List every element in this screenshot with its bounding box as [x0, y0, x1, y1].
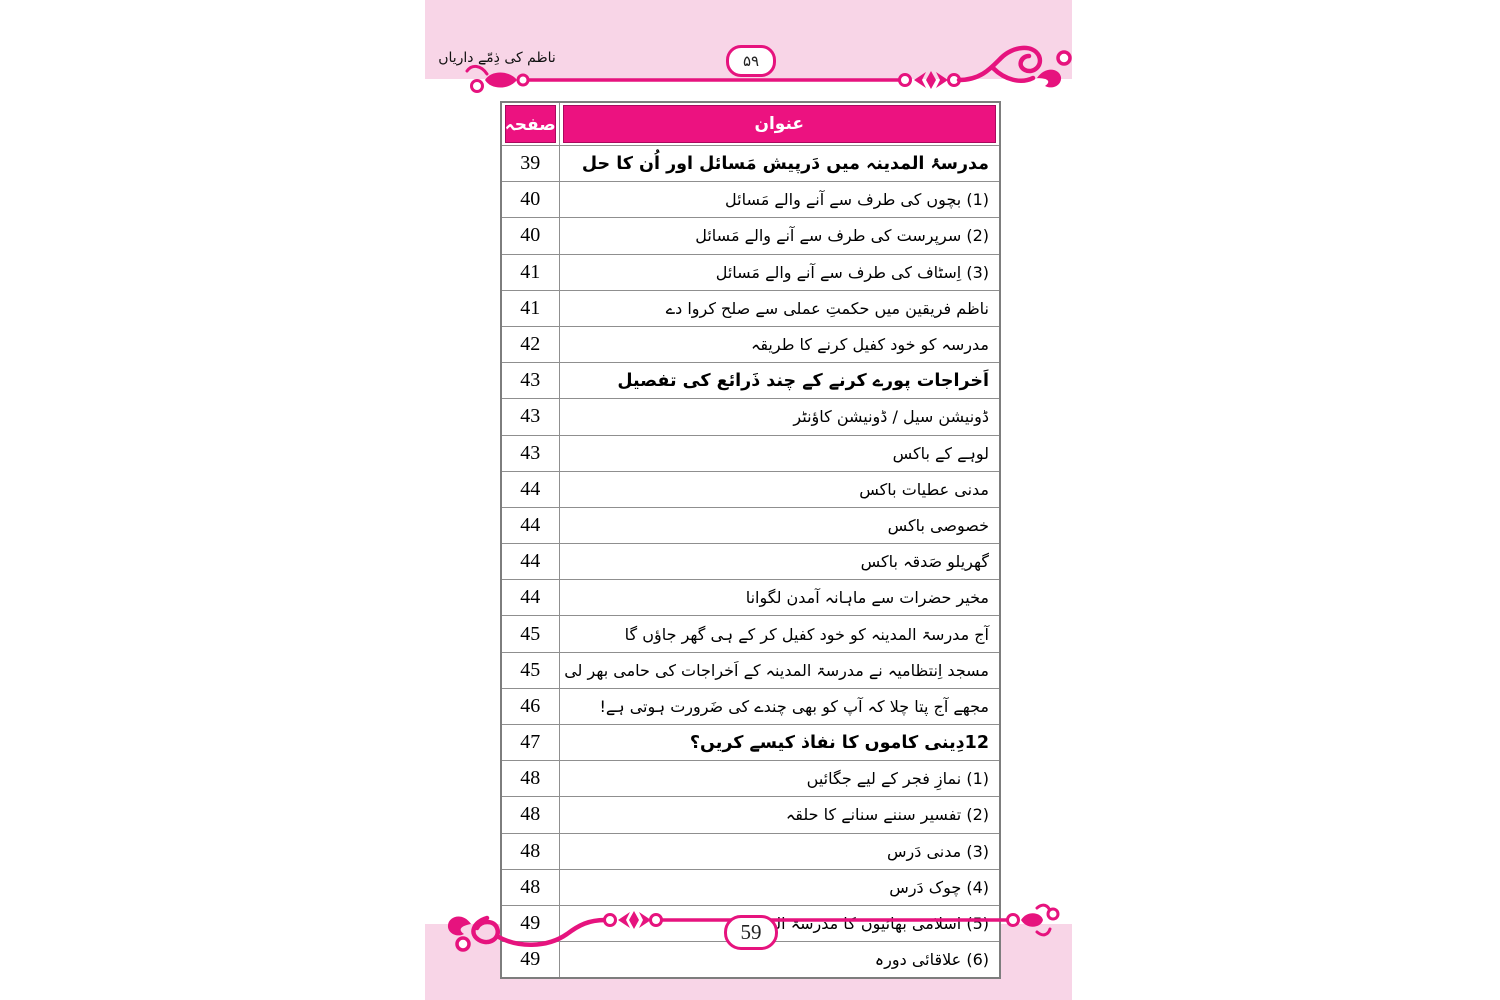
table-row: 40 (2) سرپرست کی طرف سے آنے والے مَسائل — [500, 217, 1001, 255]
page-column-header-label: صفحہ — [505, 105, 556, 143]
toc-page-number: 46 — [500, 687, 560, 726]
table-row: 40 (1) بچوں کی طرف سے آنے والے مَسائل — [500, 181, 1001, 219]
page-column-header: صفحہ — [500, 101, 560, 146]
toc-page-number: 40 — [500, 217, 560, 255]
toc-page-number: 40 — [500, 181, 560, 219]
table-row: 44 خصوصی باکس — [500, 506, 1001, 545]
toc-page-number: 48 — [500, 760, 560, 798]
toc-entry-title: (3) مدنی دَرس — [558, 832, 1001, 870]
toc-page-number: 44 — [500, 506, 560, 545]
toc-entry-title: لوہے کے باکس — [558, 434, 1001, 472]
toc-page-number: 44 — [500, 470, 560, 508]
table-row: 43 ڈونیشن سیل / ڈونیشن کاؤنٹر — [500, 398, 1001, 436]
toc-entry-title: خصوصی باکس — [558, 506, 1001, 545]
page-number-badge-bottom: 59 — [724, 915, 778, 950]
toc-entry-title: آج مدرسۃ المدینہ کو خود کفیل کر کے ہی گھ… — [558, 615, 1001, 653]
toc-page-number: 43 — [500, 398, 560, 436]
title-column-header-label: عنوان — [562, 105, 996, 143]
toc-body: 39 مدرسۂ المدینہ میں دَرپیش مَسائل اور ا… — [500, 144, 1001, 979]
table-row: 45 مسجد اِنتظامیہ نے مدرسۃ المدینہ کے اَ… — [500, 651, 1001, 689]
toc-entry-title: (2) تفسیر سننے سنانے کا حلقہ — [558, 796, 1001, 834]
toc-page-number: 45 — [500, 651, 560, 689]
toc-page-number: 49 — [500, 941, 560, 979]
page-number-badge-top: ۵۹ — [726, 45, 776, 77]
toc-page-number: 48 — [500, 796, 560, 834]
toc-page-number: 44 — [500, 579, 560, 617]
table-row: 48 (3) مدنی دَرس — [500, 832, 1001, 870]
toc-page-number: 41 — [500, 289, 560, 327]
toc-entry-title: ڈونیشن سیل / ڈونیشن کاؤنٹر — [558, 398, 1001, 436]
toc-page-number: 45 — [500, 615, 560, 653]
toc-page-number: 41 — [500, 253, 560, 291]
table-row: 45 آج مدرسۃ المدینہ کو خود کفیل کر کے ہی… — [500, 615, 1001, 653]
table-header-row: صفحہ عنوان — [500, 101, 1001, 146]
table-row: 43 اَخراجات پورے کرنے کے چند ذَرائع کی ت… — [500, 362, 1001, 400]
toc-entry-title: (6) علاقائی دورہ — [558, 941, 1001, 979]
toc-entry-title: گھریلو صَدقہ باکس — [558, 543, 1001, 581]
toc-entry-title: اَخراجات پورے کرنے کے چند ذَرائع کی تفصی… — [558, 362, 1001, 400]
table-row: 46 مجھے آج پتا چلا کہ آپ کو بھی چندے کی … — [500, 687, 1001, 726]
toc-entry-title: (2) سرپرست کی طرف سے آنے والے مَسائل — [558, 217, 1001, 255]
toc-entry-title: مجھے آج پتا چلا کہ آپ کو بھی چندے کی ضَر… — [558, 687, 1001, 726]
table-row: 48 (2) تفسیر سننے سنانے کا حلقہ — [500, 796, 1001, 834]
header-flourish-rule-icon — [465, 45, 1072, 93]
toc-entry-title: 12دِینی کاموں کا نفاذ کیسے کریں؟ — [558, 723, 1001, 762]
toc-page-number: 42 — [500, 325, 560, 364]
toc-entry-title: (1) نمازِ فجر کے لیے جگائیں — [558, 760, 1001, 798]
toc-page-number: 48 — [500, 868, 560, 906]
toc-entry-title: مسجد اِنتظامیہ نے مدرسۃ المدینہ کے اَخرا… — [558, 651, 1001, 689]
toc-entry-title: (3) اِسٹاف کی طرف سے آنے والے مَسائل — [558, 253, 1001, 291]
table-row: 44 گھریلو صَدقہ باکس — [500, 543, 1001, 581]
footer-flourish-rule-icon — [447, 903, 1060, 952]
table-row: 42 مدرسہ کو خود کفیل کرنے کا طریقہ — [500, 325, 1001, 364]
table-row: 47 12دِینی کاموں کا نفاذ کیسے کریں؟ — [500, 723, 1001, 762]
table-row: 48 (4) چوک دَرس — [500, 868, 1001, 906]
toc-entry-title: مدنی عطیات باکس — [558, 470, 1001, 508]
table-row: 41 (3) اِسٹاف کی طرف سے آنے والے مَسائل — [500, 253, 1001, 291]
title-column-header: عنوان — [558, 101, 1001, 146]
table-row: 44 مدنی عطیات باکس — [500, 470, 1001, 508]
table-row: 44 مخیر حضرات سے ماہانہ آمدن لگوانا — [500, 579, 1001, 617]
toc-page-number: 47 — [500, 723, 560, 762]
toc-page-number: 43 — [500, 362, 560, 400]
toc-page-number: 44 — [500, 543, 560, 581]
toc-page-number: 43 — [500, 434, 560, 472]
toc-entry-title: مدرسۂ المدینہ میں دَرپیش مَسائل اور اُن … — [558, 144, 1001, 183]
table-row: 48 (1) نمازِ فجر کے لیے جگائیں — [500, 760, 1001, 798]
table-of-contents: صفحہ عنوان 39 مدرسۂ المدینہ میں دَرپیش م… — [500, 101, 1001, 980]
toc-page-number: 39 — [500, 144, 560, 183]
running-header-title: ناظم کی ذِمّے داریاں — [438, 50, 556, 66]
table-row: 43 لوہے کے باکس — [500, 434, 1001, 472]
toc-entry-title: (1) بچوں کی طرف سے آنے والے مَسائل — [558, 181, 1001, 219]
toc-entry-title: (4) چوک دَرس — [558, 868, 1001, 906]
table-row: 49 (6) علاقائی دورہ — [500, 941, 1001, 979]
table-row: 41 ناظم فریقین میں حکمتِ عملی سے صلح کرو… — [500, 289, 1001, 327]
table-row: 39 مدرسۂ المدینہ میں دَرپیش مَسائل اور ا… — [500, 144, 1001, 183]
toc-page-number: 48 — [500, 832, 560, 870]
toc-entry-title: مدرسہ کو خود کفیل کرنے کا طریقہ — [558, 325, 1001, 364]
toc-entry-title: مخیر حضرات سے ماہانہ آمدن لگوانا — [558, 579, 1001, 617]
toc-entry-title: ناظم فریقین میں حکمتِ عملی سے صلح کروا د… — [558, 289, 1001, 327]
